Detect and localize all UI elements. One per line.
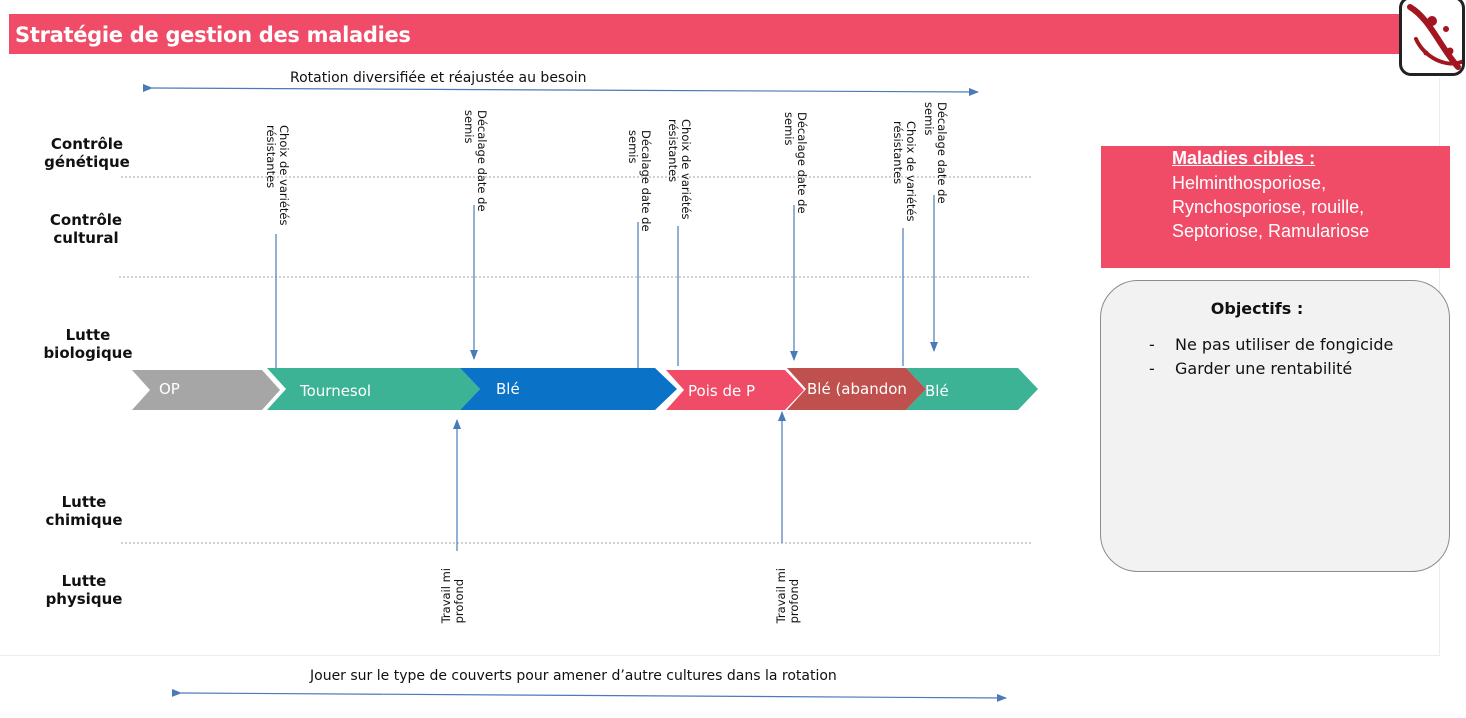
annotation-decalage: Décalage date de semis bbox=[782, 112, 809, 214]
crop-label: Blé bbox=[496, 380, 520, 398]
header-bar: Stratégie de gestion des maladies bbox=[9, 14, 1400, 54]
crop-label: Blé (abandon bbox=[807, 380, 907, 398]
page-divider bbox=[0, 655, 1440, 656]
cover-label: Jouer sur le type de couverts pour amene… bbox=[310, 668, 837, 684]
annotation-varietes: Choix de variétés résistantes bbox=[891, 121, 918, 222]
crop-chevron-pois bbox=[666, 370, 804, 410]
row-label-genetique: Contrôle génétique bbox=[44, 135, 130, 171]
annotation-travail: Travail mi profond bbox=[774, 568, 801, 624]
crop-label: Blé bbox=[925, 382, 949, 400]
crop-label: Pois de P bbox=[688, 382, 756, 400]
crop-label: Tournesol bbox=[300, 382, 372, 400]
row-label-chimique: Lutte chimique bbox=[45, 493, 123, 529]
crop-chevron-tournesol bbox=[267, 368, 480, 410]
objectifs-title: Objectifs : bbox=[1210, 299, 1304, 318]
annotation-decalage: Décalage date de semis bbox=[626, 130, 653, 232]
crop-chevron-op bbox=[132, 370, 280, 410]
annotation-decalage: Décalage date de semis bbox=[462, 110, 489, 212]
page-title: Stratégie de gestion des maladies bbox=[15, 23, 411, 47]
crop-chevron-ble-2 bbox=[906, 368, 1038, 410]
maladies-text: Helminthosporiose, Rynchosporiose, rouil… bbox=[1172, 173, 1370, 241]
maladies-box: Maladies cibles : Helminthosporiose, Ryn… bbox=[1101, 146, 1450, 268]
crop-chevron-ble-abandon bbox=[787, 368, 926, 410]
cover-arrow bbox=[171, 688, 1007, 702]
crop-chevron-ble-1 bbox=[460, 368, 677, 410]
rotation-arrow bbox=[142, 83, 979, 96]
maladies-title: Maladies cibles : bbox=[1172, 148, 1316, 168]
objectifs-box: Objectifs : - Ne pas utiliser de fongicid… bbox=[1100, 280, 1450, 572]
crop-label: OP bbox=[159, 380, 180, 398]
annotation-varietes: Choix de variétés résistantes bbox=[666, 119, 693, 220]
rotation-label: Rotation diversifiée et réajustée au bes… bbox=[290, 70, 587, 86]
row-label-biologique: Lutte biologique bbox=[43, 326, 133, 362]
logo-icon bbox=[1399, 0, 1465, 76]
annotation-decalage: Décalage date de semis bbox=[922, 102, 949, 204]
row-label-physique: Lutte physique bbox=[45, 572, 123, 608]
annotation-varietes: Choix de variétés résistantes bbox=[264, 125, 291, 226]
row-label-cultural: Contrôle cultural bbox=[49, 211, 123, 247]
annotation-travail: Travail mi profond bbox=[439, 568, 466, 624]
